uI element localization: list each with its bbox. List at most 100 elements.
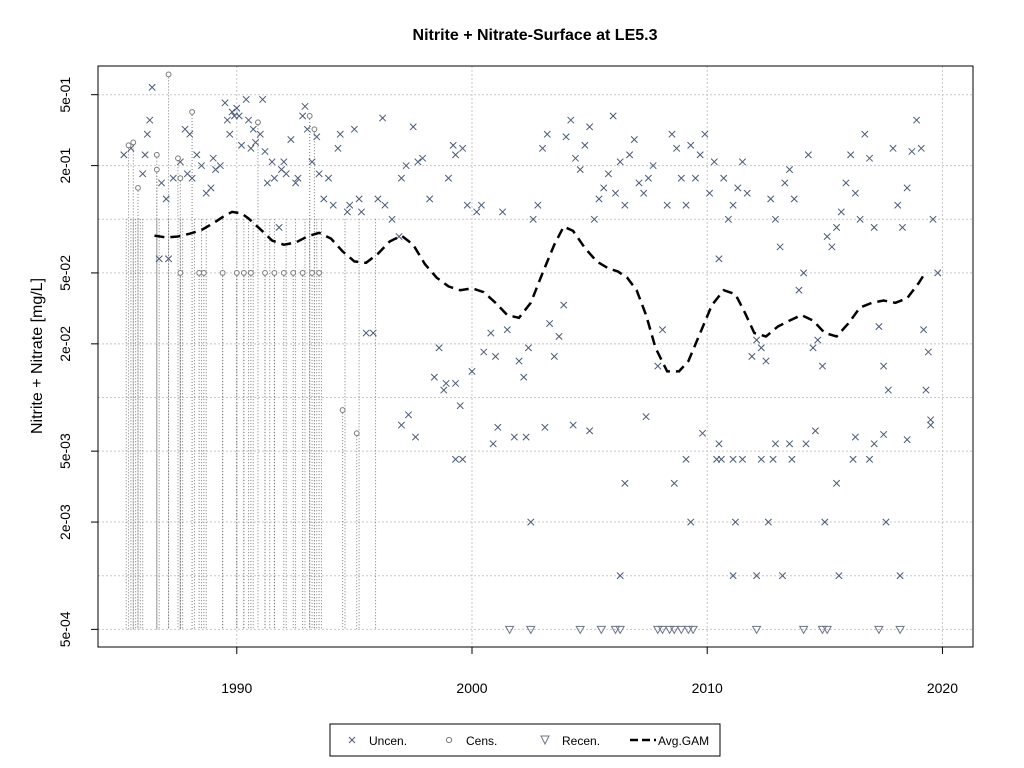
uncen-stroke (419, 154, 427, 162)
uncen-stroke (724, 215, 732, 223)
uncen-stroke (778, 572, 787, 580)
y-tick-label: 5e-04 (57, 611, 73, 647)
uncen-point (560, 301, 568, 309)
uncen-stroke (388, 215, 396, 223)
legend-gam-label: Avg.GAM (658, 734, 709, 748)
uncen-stroke (146, 116, 154, 124)
cens-point (175, 155, 181, 162)
uncen-point (715, 255, 723, 263)
avg-gam-line (154, 210, 928, 373)
uncen-point (252, 138, 260, 146)
uncen-point (776, 243, 784, 251)
uncen-stroke (663, 201, 671, 209)
uncen-point (621, 479, 629, 487)
uncen-stroke (837, 208, 845, 216)
plot-border (97, 65, 974, 648)
uncen-stroke (127, 144, 135, 152)
uncen-stroke (294, 174, 302, 182)
uncen-point (459, 455, 467, 463)
uncen-stroke (444, 174, 453, 182)
uncen-point (889, 144, 897, 152)
uncen-point (207, 184, 215, 192)
uncen-stroke (402, 162, 410, 170)
uncen-stroke (336, 130, 344, 138)
uncen-point (785, 166, 794, 174)
legend-recen-label: Recen. (562, 734, 600, 748)
uncen-stroke (503, 326, 511, 334)
uncen-point (235, 112, 243, 120)
uncen-point (487, 329, 495, 337)
uncen-stroke (280, 158, 288, 166)
uncen-stroke (635, 179, 643, 187)
uncen-stroke (440, 386, 448, 394)
cens-point (309, 270, 315, 276)
uncen-point (223, 116, 231, 124)
uncen-stroke (696, 151, 704, 159)
uncen-stroke (449, 141, 457, 149)
uncen-stroke (287, 136, 295, 144)
uncen-point (795, 286, 803, 294)
uncen-stroke (729, 455, 737, 463)
recen-point (615, 625, 626, 635)
uncen-point (842, 179, 850, 187)
uncen-stroke (157, 179, 166, 187)
recen-point (683, 625, 694, 635)
uncen-point (835, 572, 843, 580)
uncen-point (294, 174, 302, 182)
uncen-stroke (706, 189, 714, 197)
uncen-stroke (621, 201, 629, 209)
legend-uncen-icon (348, 736, 356, 744)
uncen-stroke (673, 144, 681, 152)
uncen-point (748, 352, 756, 360)
uncen-point (357, 208, 365, 216)
uncen-stroke (729, 572, 737, 580)
uncen-point (233, 104, 241, 112)
uncen-stroke (162, 195, 170, 203)
uncen-point (143, 130, 151, 138)
uncen-stroke (263, 179, 271, 187)
uncen-stroke (576, 166, 584, 174)
uncen-point (244, 116, 253, 124)
uncen-point (226, 130, 234, 138)
uncen-stroke (543, 130, 551, 138)
uncen-point (456, 402, 464, 410)
uncen-stroke (397, 421, 405, 429)
uncen-stroke (769, 455, 777, 463)
uncen-point (880, 430, 888, 439)
legend-cens-icon (445, 736, 453, 744)
uncen-point (771, 440, 779, 448)
uncen-point (249, 125, 257, 133)
uncen-point (343, 208, 351, 216)
uncen-stroke (720, 174, 728, 182)
uncen-stroke (698, 429, 707, 437)
uncen-point (489, 440, 497, 448)
cens-point (353, 430, 360, 437)
uncen-point (197, 162, 206, 170)
uncen-stroke (654, 362, 662, 370)
uncen-point (809, 344, 817, 352)
chart-title: Nitrite + Nitrate-Surface at LE5.3 (413, 27, 658, 44)
uncen-point (818, 362, 827, 370)
uncen-stroke (903, 436, 911, 444)
cens-point (271, 270, 278, 276)
uncen-stroke (781, 179, 789, 187)
uncen-point (155, 255, 163, 263)
uncen-point (738, 455, 747, 463)
uncen-stroke (188, 174, 196, 182)
uncen-point (924, 348, 932, 356)
uncen-stroke (604, 170, 612, 178)
uncen-point (459, 144, 467, 152)
recen-point (657, 625, 668, 635)
x-tick-label: 2020 (927, 680, 958, 696)
recen-point (504, 625, 515, 635)
uncen-point (769, 455, 777, 463)
uncen-point (451, 455, 460, 463)
recen-point (874, 625, 884, 635)
uncen-point (687, 518, 695, 526)
uncen-stroke (884, 386, 892, 394)
uncen-stroke (571, 154, 580, 162)
uncen-point (847, 151, 855, 159)
uncen-point (668, 130, 676, 138)
uncen-stroke (687, 518, 695, 526)
uncen-point (609, 112, 617, 120)
